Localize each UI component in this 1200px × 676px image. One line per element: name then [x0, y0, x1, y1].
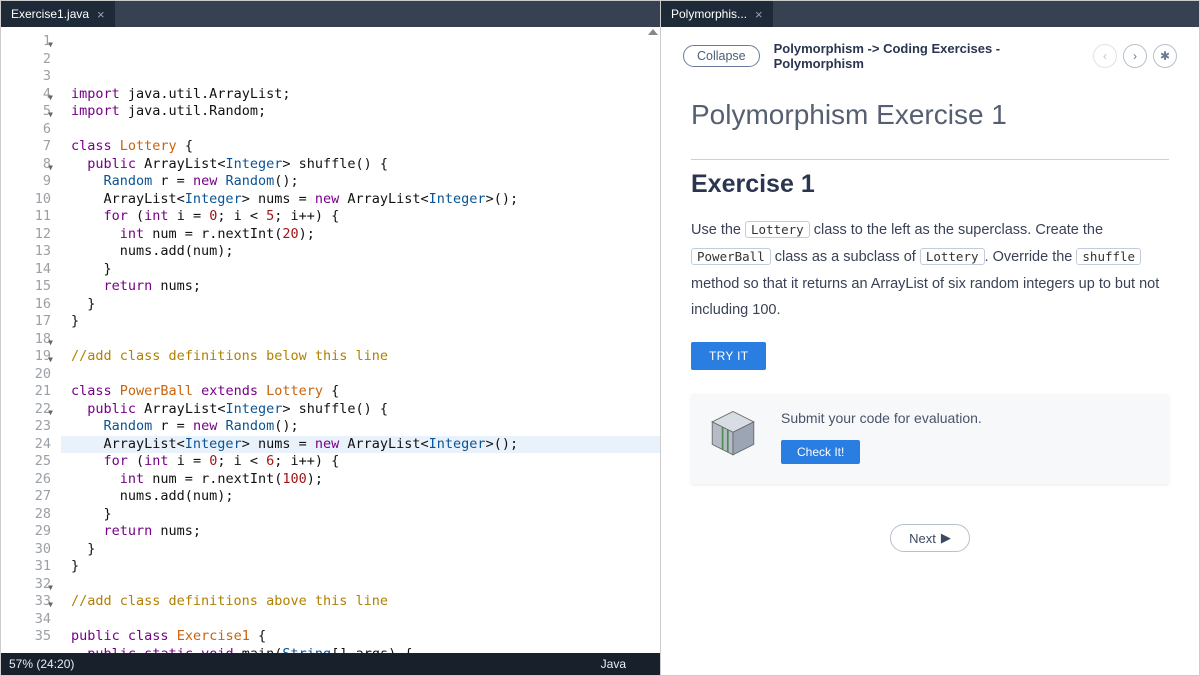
divider [691, 159, 1169, 160]
app-root: Exercise1.java × 1 ▼234 ▼5 ▼678 ▼9101112… [0, 0, 1200, 676]
next-page-button[interactable]: Next ▶ [890, 524, 970, 552]
panel-content: Polymorphism Exercise 1 Exercise 1 Use t… [661, 77, 1199, 552]
next-button[interactable]: › [1123, 44, 1147, 68]
breadcrumb: Polymorphism -> Coding Exercises - Polym… [774, 41, 1079, 71]
exercise-paragraph: Use the Lottery class to the left as the… [691, 217, 1169, 324]
instruction-pane: Polymorphis... × Collapse Polymorphism -… [661, 1, 1199, 675]
page-title: Polymorphism Exercise 1 [691, 99, 1169, 131]
play-icon: ▶ [941, 530, 951, 546]
chevron-right-icon: › [1133, 49, 1137, 63]
scroll-up-icon [648, 29, 658, 35]
cube-icon [707, 408, 759, 460]
inline-code: shuffle [1076, 248, 1141, 265]
prev-button[interactable]: ‹ [1093, 44, 1117, 68]
settings-button[interactable]: ✱ [1153, 44, 1177, 68]
editor-pane: Exercise1.java × 1 ▼234 ▼5 ▼678 ▼9101112… [1, 1, 661, 675]
panel-tab-title: Polymorphis... [671, 7, 747, 21]
next-label: Next [909, 531, 936, 546]
code-editor[interactable]: 1 ▼234 ▼5 ▼678 ▼9101112131415161718 ▼19 … [1, 27, 660, 653]
close-icon[interactable]: × [97, 7, 105, 22]
try-it-button[interactable]: TRY IT [691, 342, 766, 370]
submit-card: Submit your code for evaluation. Check I… [691, 394, 1169, 484]
status-position: 57% (24:20) [9, 657, 74, 671]
line-gutter: 1 ▼234 ▼5 ▼678 ▼9101112131415161718 ▼19 … [1, 27, 61, 653]
nav-buttons: ‹ › ✱ [1093, 44, 1177, 68]
section-heading: Exercise 1 [691, 170, 1169, 199]
editor-tabbar: Exercise1.java × [1, 1, 660, 27]
status-language: Java [601, 657, 652, 671]
code-area[interactable]: import java.util.ArrayList; import java.… [61, 27, 660, 653]
inline-code: Lottery [920, 248, 985, 265]
inline-code: Lottery [745, 221, 810, 238]
check-it-button[interactable]: Check It! [781, 440, 860, 464]
panel-tabbar: Polymorphis... × [661, 1, 1199, 27]
editor-statusbar: 57% (24:20) Java [1, 653, 660, 675]
editor-tab-title: Exercise1.java [11, 7, 89, 21]
submit-text: Submit your code for evaluation. [781, 410, 1149, 426]
panel-tab[interactable]: Polymorphis... × [661, 1, 773, 27]
editor-tab[interactable]: Exercise1.java × [1, 1, 115, 27]
inline-code: PowerBall [691, 248, 771, 265]
panel-topbar: Collapse Polymorphism -> Coding Exercise… [661, 27, 1199, 77]
gear-icon: ✱ [1160, 49, 1170, 63]
close-icon[interactable]: × [755, 7, 763, 22]
chevron-left-icon: ‹ [1103, 49, 1107, 63]
collapse-button[interactable]: Collapse [683, 45, 760, 67]
